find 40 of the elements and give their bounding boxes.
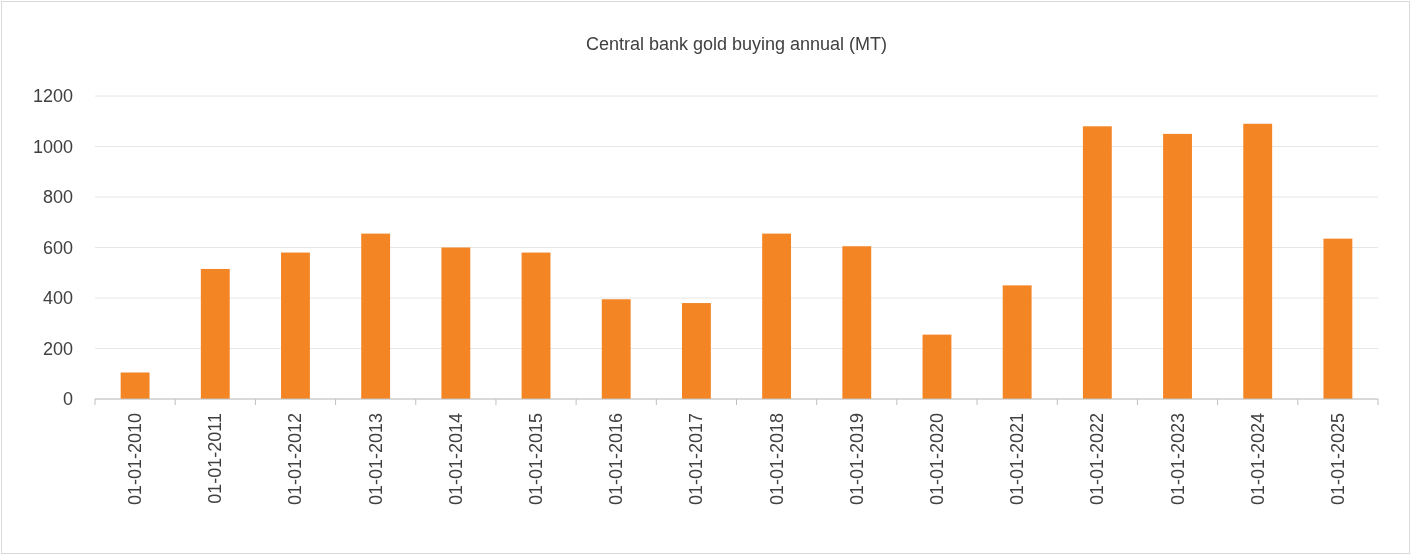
y-tick-label: 800 xyxy=(42,187,73,208)
x-tick-label: 01-01-2024 xyxy=(1247,413,1268,506)
bar xyxy=(1243,123,1273,399)
x-tick-label: 01-01-2025 xyxy=(1327,413,1348,506)
bar xyxy=(681,303,711,399)
bar xyxy=(361,233,391,399)
bar xyxy=(441,247,471,399)
chart-title: Central bank gold buying annual (MT) xyxy=(585,34,888,54)
x-tick-label: 01-01-2010 xyxy=(125,413,146,506)
x-tick-label: 01-01-2011 xyxy=(205,413,226,504)
x-tick-label: 01-01-2014 xyxy=(445,413,466,506)
x-tick-label: 01-01-2015 xyxy=(526,413,547,506)
x-tick-label: 01-01-2022 xyxy=(1087,413,1108,506)
x-tick-label: 01-01-2018 xyxy=(766,413,787,506)
bar xyxy=(601,299,631,399)
bar xyxy=(1082,126,1112,399)
bar xyxy=(762,233,792,399)
x-tick-label: 01-01-2013 xyxy=(365,413,386,506)
bar xyxy=(521,252,551,399)
bar xyxy=(200,268,230,399)
x-tick-label: 01-01-2020 xyxy=(926,413,947,506)
x-tick-label: 01-01-2023 xyxy=(1167,413,1188,506)
bar xyxy=(120,372,150,399)
y-tick-label: 0 xyxy=(62,389,73,410)
bar xyxy=(1323,238,1353,399)
y-tick-label: 600 xyxy=(42,237,73,258)
x-tick-label: 01-01-2017 xyxy=(686,413,707,506)
x-tick-label: 01-01-2012 xyxy=(285,413,306,506)
y-tick-label: 1200 xyxy=(32,86,73,107)
y-tick-label: 1000 xyxy=(32,136,73,157)
x-tick-label: 01-01-2016 xyxy=(606,413,627,506)
bar xyxy=(922,334,952,399)
bar xyxy=(1002,285,1032,399)
bar xyxy=(842,246,872,399)
x-tick-label: 01-01-2019 xyxy=(846,413,867,506)
bar xyxy=(1163,133,1192,399)
y-tick-label: 400 xyxy=(42,288,73,309)
y-tick-label: 200 xyxy=(42,338,73,359)
x-tick-label: 01-01-2021 xyxy=(1007,413,1028,506)
bar xyxy=(281,252,310,399)
